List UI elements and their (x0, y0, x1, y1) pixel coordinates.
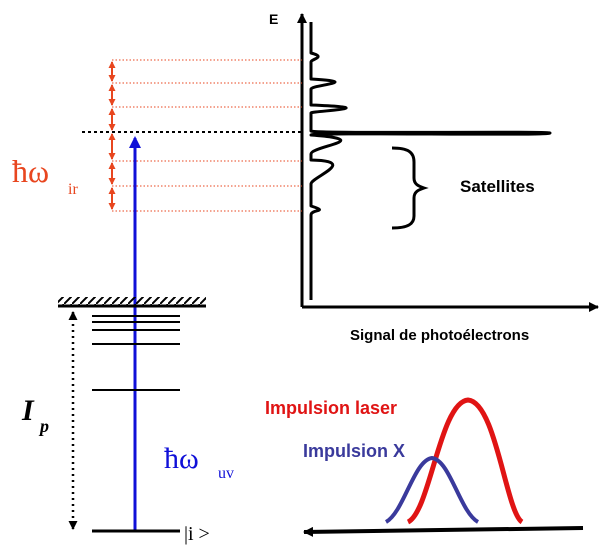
initial-state-label: |i > (184, 523, 210, 545)
time-axis-arrow (303, 526, 584, 537)
continuum-hatching (58, 297, 206, 306)
ionization-potential-symbol: I (21, 394, 35, 427)
satellites-label: Satellites (460, 177, 535, 196)
xray-pulse-label: Impulsion X (303, 441, 405, 461)
ir-photon-subscript: ir (68, 181, 78, 198)
rydberg-levels (92, 315, 180, 391)
uv-photon-symbol: ħω (164, 442, 199, 475)
laser-pulse (406, 397, 524, 525)
laser-pulse-label: Impulsion laser (265, 398, 397, 418)
ionization-potential-subscript: p (38, 416, 49, 436)
energy-axis-label: E (269, 11, 278, 27)
ir-photon-symbol: ħω (12, 153, 49, 189)
sideband-guides (112, 59, 302, 212)
uv-photon-subscript: uv (218, 465, 234, 482)
signal-axis-label: Signal de photoélectrons (350, 327, 529, 344)
xray-pulse (384, 455, 480, 524)
satellites-brace (391, 146, 429, 230)
photoelectron-spectrum (309, 22, 552, 300)
